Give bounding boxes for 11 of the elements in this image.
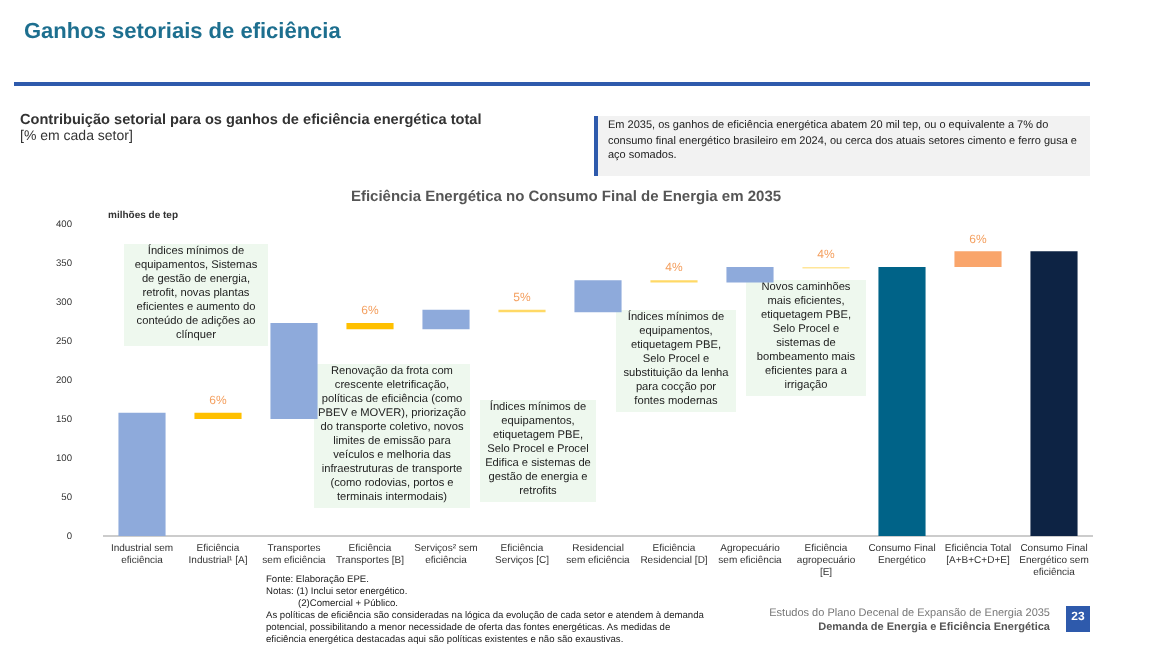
text: Ganhos setoriais de eficiência (24, 20, 341, 44)
bar (118, 412, 166, 536)
bar (1030, 251, 1078, 536)
bar (574, 280, 622, 313)
bar (878, 266, 926, 536)
bar (346, 323, 394, 330)
bar (194, 412, 242, 419)
bar (954, 251, 1002, 267)
bar (270, 323, 318, 419)
bar (422, 309, 470, 330)
bar (726, 266, 774, 283)
